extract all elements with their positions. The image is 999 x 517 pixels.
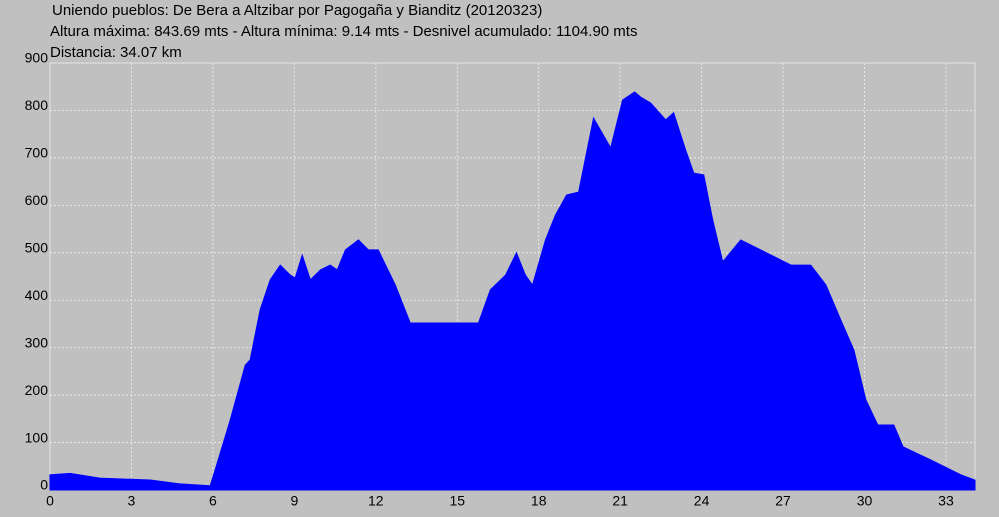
y-tick-label: 300	[25, 334, 49, 350]
elevation-area	[49, 91, 976, 491]
x-tick-label: 9	[290, 493, 298, 509]
x-tick-label: 24	[694, 493, 710, 509]
y-tick-label: 600	[25, 192, 49, 208]
x-tick-label: 21	[612, 493, 628, 509]
x-tick-label: 0	[46, 493, 54, 509]
x-tick-label: 33	[938, 493, 954, 509]
chart-subtitle: Altura máxima: 843.69 mts - Altura mínim…	[50, 23, 637, 40]
annotation: Distancia: 34.07 km	[50, 44, 182, 61]
y-tick-label: 500	[25, 239, 49, 255]
x-tick-label: 27	[775, 493, 791, 509]
y-tick-label: 100	[25, 429, 49, 445]
y-tick-label: 0	[40, 477, 48, 493]
y-tick-label: 900	[25, 50, 49, 66]
y-tick-label: 700	[25, 145, 49, 161]
x-tick-label: 3	[128, 493, 136, 509]
y-tick-label: 800	[25, 97, 49, 113]
x-tick-label: 12	[368, 493, 384, 509]
x-tick-label: 6	[209, 493, 217, 509]
x-tick-label: 18	[531, 493, 547, 509]
x-tick-label: 30	[857, 493, 873, 509]
y-tick-label: 400	[25, 287, 49, 303]
chart-title: Uniendo pueblos: De Bera a Altzibar por …	[52, 2, 542, 19]
x-tick-label: 15	[449, 493, 465, 509]
y-tick-label: 200	[25, 382, 49, 398]
